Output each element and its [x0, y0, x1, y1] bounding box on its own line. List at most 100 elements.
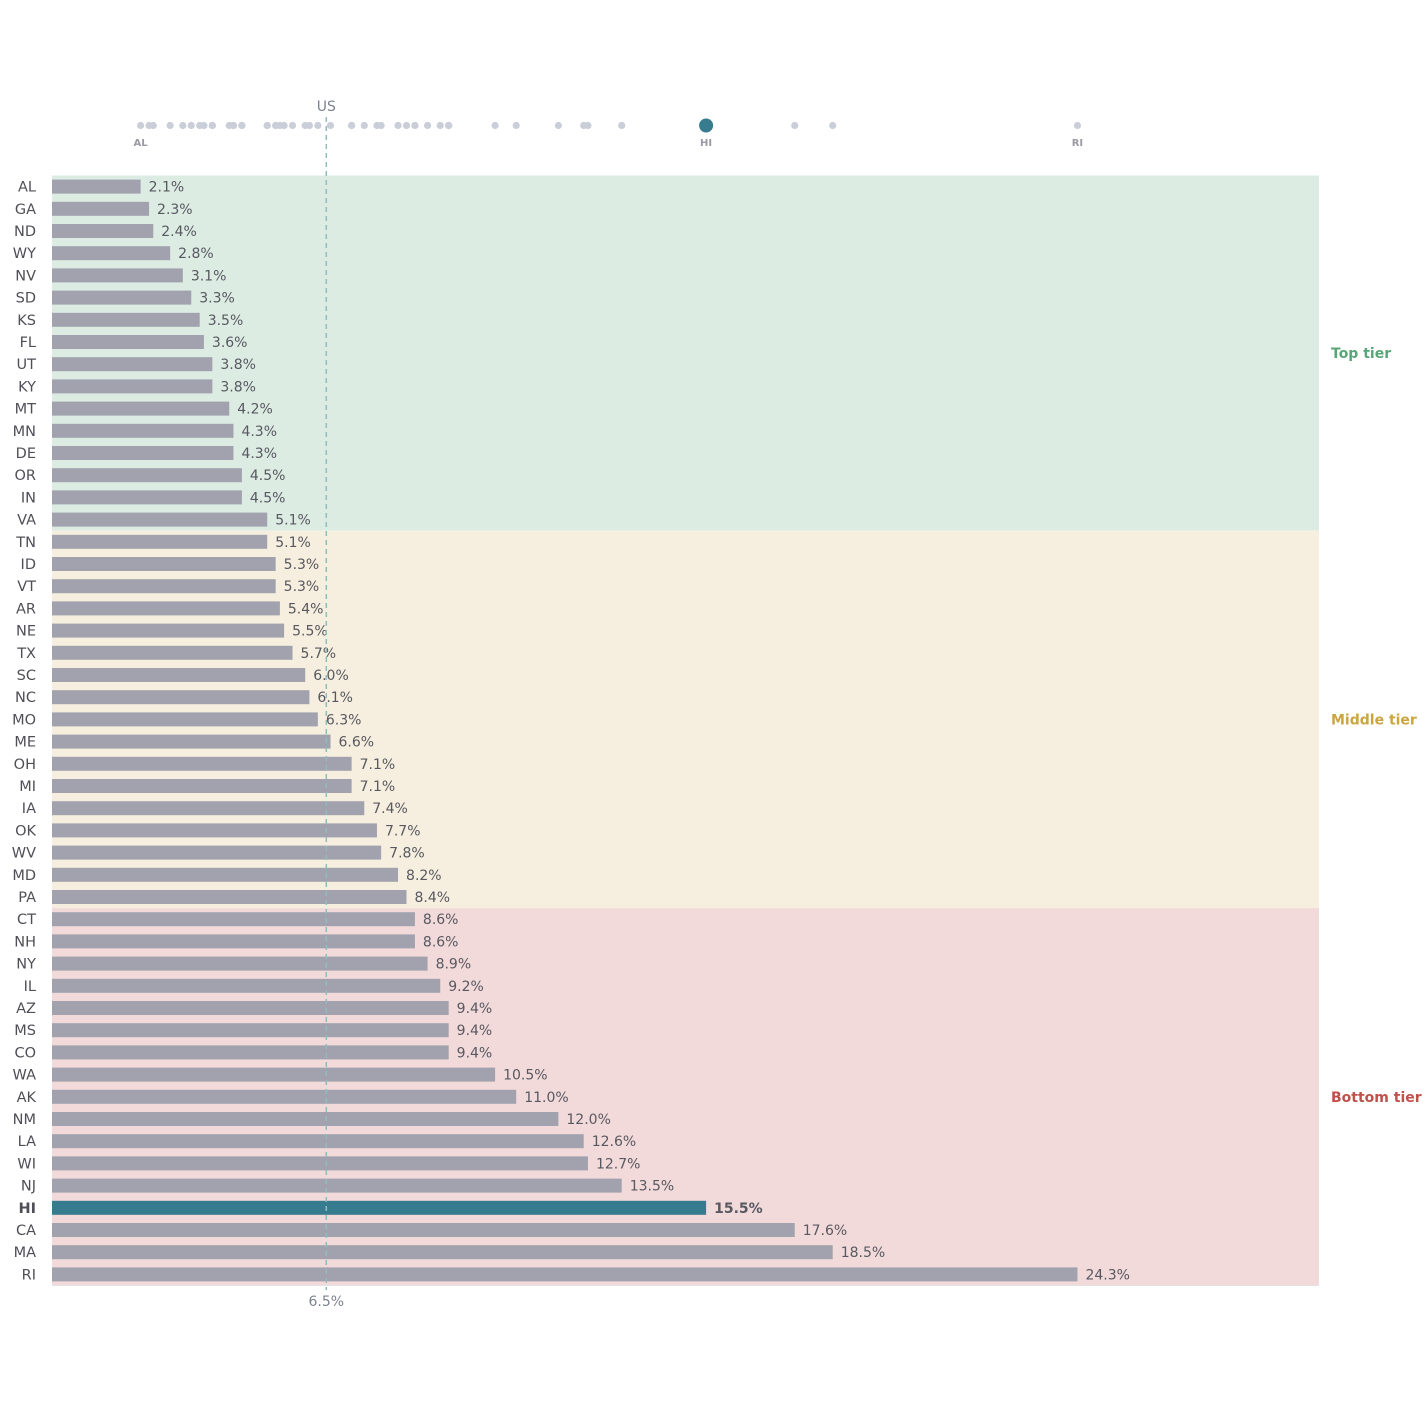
bar	[52, 446, 234, 460]
strip-dot	[618, 121, 626, 130]
strip-dot	[179, 121, 187, 130]
state-label: WV	[12, 846, 36, 862]
strip-dot	[137, 121, 145, 130]
state-label: FL	[20, 335, 36, 351]
value-label: 12.7%	[596, 1156, 640, 1172]
strip-dot	[445, 121, 453, 130]
state-label: ME	[14, 735, 36, 751]
value-label: 4.3%	[241, 424, 277, 440]
value-label: 9.4%	[457, 1045, 493, 1061]
strip-dot	[491, 121, 499, 130]
strip-dot	[263, 121, 271, 130]
strip-dot	[200, 121, 208, 130]
tier-label: Middle tier	[1331, 712, 1417, 728]
state-label: DE	[16, 446, 36, 462]
strip-dot	[394, 121, 402, 130]
state-label: WY	[13, 246, 36, 262]
state-label: MN	[13, 424, 36, 440]
bar	[52, 734, 331, 749]
value-label: 7.8%	[389, 846, 425, 862]
state-label: NJ	[21, 1179, 36, 1195]
state-label: SC	[17, 668, 36, 684]
state-label: RI	[22, 1267, 36, 1283]
strip-dot	[305, 121, 314, 130]
state-label: MI	[19, 779, 36, 795]
strip-dot	[377, 121, 385, 130]
value-label: 5.3%	[284, 557, 320, 573]
state-label: PA	[18, 890, 36, 906]
state-label: CT	[17, 912, 36, 928]
value-label: 2.8%	[178, 246, 214, 262]
state-label: UT	[17, 357, 37, 373]
state-label: TN	[15, 535, 36, 551]
value-label: 2.3%	[157, 202, 193, 218]
value-label: 2.1%	[149, 180, 185, 196]
state-label: IL	[24, 979, 36, 995]
strip-dot	[149, 121, 157, 130]
bar	[52, 512, 268, 527]
bar	[52, 579, 276, 594]
state-label: VA	[17, 513, 36, 529]
bar	[52, 468, 242, 483]
strip-dot	[238, 121, 246, 130]
strip-dot	[402, 121, 411, 130]
state-label: MT	[15, 402, 37, 418]
state-label: IN	[21, 490, 36, 506]
state-label: NC	[15, 690, 36, 706]
value-label: 5.4%	[288, 601, 324, 617]
state-label: ID	[21, 557, 36, 573]
bar	[52, 934, 415, 949]
strip-dot	[360, 121, 368, 130]
value-label: 4.5%	[250, 490, 286, 506]
state-label: OR	[15, 468, 37, 484]
bar	[52, 312, 200, 327]
value-label: 7.1%	[360, 757, 396, 773]
value-label: 5.3%	[284, 579, 320, 595]
value-label: 5.5%	[292, 624, 328, 640]
value-label: 10.5%	[503, 1068, 547, 1084]
state-label: VT	[17, 579, 36, 595]
strip-dot	[584, 121, 592, 130]
value-label: 8.2%	[406, 868, 442, 884]
bar	[52, 690, 310, 705]
strip-dot	[512, 121, 520, 130]
strip-dot	[314, 121, 322, 130]
state-label: AR	[16, 601, 36, 617]
bar	[52, 1089, 517, 1104]
bar	[52, 1267, 1078, 1282]
bar	[52, 201, 150, 216]
state-label: OH	[14, 757, 36, 773]
value-label: 6.0%	[313, 668, 349, 684]
value-label: 3.5%	[208, 313, 244, 329]
bar	[52, 779, 352, 793]
bar	[52, 978, 441, 993]
state-label: NM	[13, 1112, 36, 1128]
value-label: 9.4%	[457, 1001, 493, 1017]
bar	[52, 712, 318, 727]
value-label: 9.2%	[448, 979, 484, 995]
strip-dot	[288, 121, 297, 130]
bar	[52, 179, 141, 194]
strip-dot	[554, 121, 563, 130]
bar	[52, 845, 382, 860]
bar	[52, 601, 280, 616]
strip-dot	[208, 121, 216, 130]
state-label: AL	[18, 180, 36, 196]
bar	[52, 1067, 496, 1082]
bar	[52, 668, 306, 682]
strip-dot	[699, 118, 714, 133]
tier-label: Bottom tier	[1331, 1090, 1422, 1106]
state-label: LA	[18, 1134, 36, 1150]
bar	[52, 1200, 707, 1215]
strip-dot	[166, 121, 174, 130]
bar	[52, 867, 399, 882]
state-label: KY	[18, 379, 36, 395]
state-label: AK	[17, 1090, 37, 1106]
bar	[52, 823, 377, 838]
bar	[52, 956, 428, 971]
state-label: WA	[13, 1068, 37, 1084]
bar	[52, 801, 365, 816]
tier-label: Top tier	[1331, 346, 1391, 362]
bar	[52, 756, 352, 771]
